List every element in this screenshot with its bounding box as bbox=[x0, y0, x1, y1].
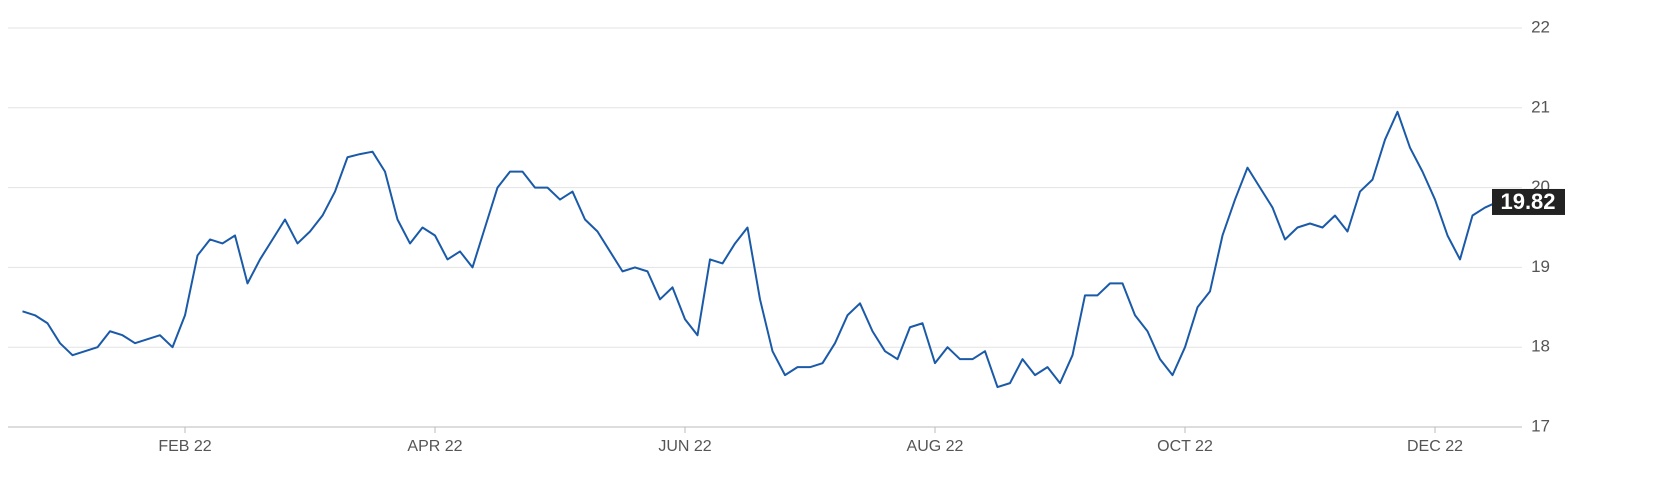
last-value-label: 19.82 bbox=[1500, 189, 1555, 214]
last-value-badge bbox=[1492, 188, 1565, 215]
y-tick-label: 18 bbox=[1531, 337, 1550, 356]
price-line bbox=[22, 110, 1498, 389]
x-tick-label: JUN 22 bbox=[658, 438, 711, 455]
y-tick-label: 17 bbox=[1531, 416, 1550, 435]
y-tick-label: 21 bbox=[1531, 97, 1550, 116]
x-tick-label: FEB 22 bbox=[158, 438, 211, 455]
x-tick-label: OCT 22 bbox=[1157, 438, 1213, 455]
x-tick-label: AUG 22 bbox=[907, 438, 964, 455]
y-tick-label: 19 bbox=[1531, 257, 1550, 276]
x-tick-label: APR 22 bbox=[407, 438, 462, 455]
x-tick-label: DEC 22 bbox=[1407, 438, 1463, 455]
y-tick-label: 22 bbox=[1531, 17, 1550, 36]
